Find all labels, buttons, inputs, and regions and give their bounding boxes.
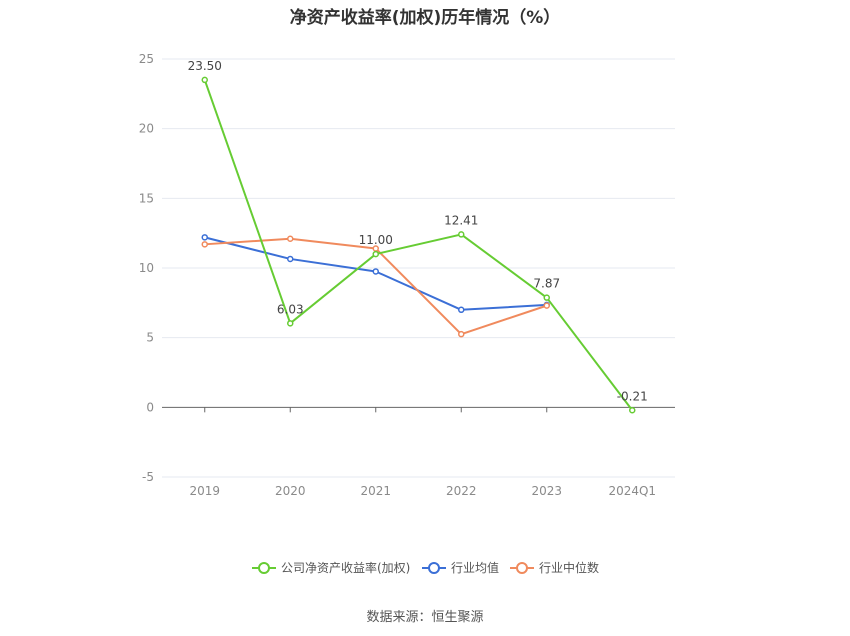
data-point bbox=[458, 330, 465, 338]
y-tick-label: -5 bbox=[142, 470, 154, 484]
x-tick-label: 2019 bbox=[189, 484, 220, 498]
data-label: 12.41 bbox=[444, 213, 478, 227]
legend[interactable]: 公司净资产收益率(加权) 行业均值 行业中位数 bbox=[252, 560, 599, 575]
y-tick-label: 5 bbox=[146, 331, 154, 345]
series-layer bbox=[201, 76, 636, 414]
data-point bbox=[543, 302, 550, 309]
data-point bbox=[372, 250, 379, 258]
legend-item[interactable]: 行业中位数 bbox=[510, 560, 599, 575]
data-point bbox=[201, 76, 208, 84]
x-tick-label: 2020 bbox=[275, 484, 306, 498]
data-label: -0.21 bbox=[617, 389, 648, 403]
legend-label: 公司净资产收益率(加权) bbox=[281, 560, 410, 575]
y-tick-label: 0 bbox=[146, 400, 154, 414]
legend-item[interactable]: 公司净资产收益率(加权) bbox=[252, 560, 410, 575]
y-tick-label: 15 bbox=[139, 191, 154, 205]
legend-swatch-marker bbox=[428, 562, 440, 574]
data-point bbox=[287, 235, 294, 242]
x-tick-label: 2023 bbox=[531, 484, 562, 498]
legend-label: 行业中位数 bbox=[539, 560, 599, 575]
data-point bbox=[543, 294, 550, 301]
legend-swatch-marker bbox=[258, 562, 270, 574]
axis-layer: 25 20 15 10 5 0 -5 2019 2020 2021 2022 2023 2024Q1 bbox=[139, 52, 675, 498]
legend-item[interactable]: 行业均值 bbox=[422, 560, 499, 575]
y-tick-label: 20 bbox=[139, 122, 154, 136]
grid-layer bbox=[162, 58, 675, 478]
data-point bbox=[458, 231, 465, 238]
x-tick-label: 2021 bbox=[360, 484, 391, 498]
chart-title: 净资产收益率(加权)历年情况（%） bbox=[289, 8, 561, 28]
legend-swatch-marker bbox=[516, 562, 528, 574]
data-point bbox=[458, 306, 465, 314]
y-tick-label: 25 bbox=[139, 52, 154, 66]
data-point bbox=[372, 268, 379, 275]
data-point bbox=[287, 255, 294, 263]
data-label: 11.00 bbox=[359, 233, 393, 247]
x-tick-label: 2024Q1 bbox=[608, 484, 656, 498]
legend-label: 行业均值 bbox=[451, 560, 499, 575]
data-label: 7.87 bbox=[533, 277, 560, 291]
x-tick-label: 2022 bbox=[446, 484, 477, 498]
label-layer: 23.50 6.03 11.00 12.41 7.87 -0.21 bbox=[188, 59, 648, 403]
data-point bbox=[201, 234, 208, 241]
data-point bbox=[629, 407, 636, 414]
data-source: 数据来源：恒生聚源 bbox=[366, 610, 484, 625]
data-label: 6.03 bbox=[277, 302, 304, 316]
data-label: 23.50 bbox=[188, 59, 222, 73]
y-tick-label: 10 bbox=[139, 261, 154, 275]
data-point bbox=[287, 320, 294, 327]
series-line bbox=[203, 79, 634, 411]
data-point bbox=[201, 241, 208, 248]
